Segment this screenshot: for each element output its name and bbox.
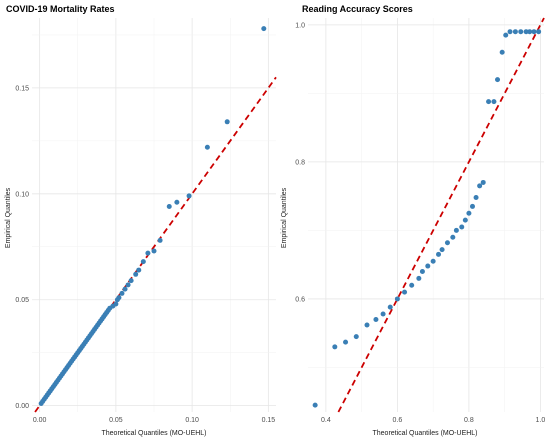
data-point [394,296,400,302]
grid [308,18,544,412]
reference-line-path [337,17,545,413]
y-axis-ticks: 0.6 0.8 1.0 [295,22,305,303]
data-point [116,295,122,301]
data-point [128,278,134,284]
x-axis-ticks: 0.00 0.05 0.10 0.15 [33,417,275,424]
data-point [204,144,210,150]
y-axis-label: Empirical Quantiles [5,187,12,248]
data-point [425,263,431,269]
left-chart-covid-mortality: COVID-19 Mortality Rates 0.00 0.05 0.10 0.1… [5,4,277,437]
data-point [166,204,172,210]
data-point [140,259,146,265]
data-point [224,119,230,125]
data-point [499,49,505,55]
x-tick-label: 0.15 [262,417,276,424]
data-point [439,247,445,253]
data-point [453,227,459,233]
x-tick-label: 0.6 [393,417,403,424]
data-point [416,275,422,281]
reference-line [337,17,545,413]
y-axis-ticks: 0.00 0.05 0.10 0.15 [15,85,29,410]
data-point [136,267,142,273]
data-point [531,29,537,35]
data-point [462,217,468,223]
data-point [133,271,139,277]
chart-title: COVID-19 Mortality Rates [6,4,115,14]
data-point [113,301,119,307]
data-point [364,322,370,328]
data-point [469,203,475,209]
y-tick-label: 0.6 [295,296,305,303]
data-point [409,282,415,288]
grid [32,18,276,412]
data-point [419,269,425,275]
data-point [430,258,436,264]
data-point [503,32,509,38]
data-point [402,289,408,295]
reference-line-path [34,76,277,413]
data-point [477,183,483,189]
data-point [473,195,479,201]
x-tick-label: 0.05 [109,417,123,424]
data-point [491,99,497,105]
data-point [145,250,151,256]
y-tick-label: 0.8 [295,159,305,166]
y-tick-label: 0.15 [15,85,29,92]
y-tick-label: 0.05 [15,297,29,304]
data-point [495,77,501,83]
data-point [122,286,128,292]
data-point [373,316,379,322]
data-point [459,224,465,230]
y-tick-label: 1.0 [295,22,305,29]
data-points [38,26,267,407]
x-tick-label: 0.00 [33,417,47,424]
data-point [512,29,518,35]
data-point [312,402,318,408]
x-tick-label: 0.4 [321,417,331,424]
x-tick-label: 1.0 [536,417,546,424]
x-axis-label: Theoretical Quantiles (MO-UEHL) [372,430,477,437]
data-point [436,251,442,257]
data-point [466,210,472,216]
data-point [119,290,125,296]
x-axis-ticks: 0.4 0.6 0.8 1.0 [321,417,545,424]
reference-line [34,76,277,413]
y-axis-label: Empirical Quantiles [281,187,288,248]
data-point [125,282,131,288]
y-tick-label: 0.00 [15,403,29,410]
data-point [261,26,267,32]
data-point [151,248,157,254]
x-tick-label: 0.10 [185,417,199,424]
data-point [353,334,359,340]
data-point [157,237,163,243]
data-point [174,199,180,205]
data-point [523,29,529,35]
data-point [380,311,386,317]
data-point [480,179,486,185]
data-point [527,29,533,35]
data-point [186,193,192,199]
data-point [444,240,450,246]
y-tick-label: 0.10 [15,191,29,198]
x-axis-label: Theoretical Quantiles (MO-UEHL) [101,430,206,437]
data-point [450,234,456,240]
data-point [486,99,492,105]
right-chart-reading-accuracy: Reading Accuracy Scores 0.4 0.6 0.8 1.0 0.6… [281,4,545,437]
data-point [343,339,349,345]
chart-title: Reading Accuracy Scores [302,4,413,14]
data-point [507,29,513,35]
data-point [518,29,524,35]
data-point [387,304,393,310]
data-point [536,29,542,35]
data-points [312,29,542,408]
x-tick-label: 0.8 [464,417,474,424]
data-point [332,344,338,350]
